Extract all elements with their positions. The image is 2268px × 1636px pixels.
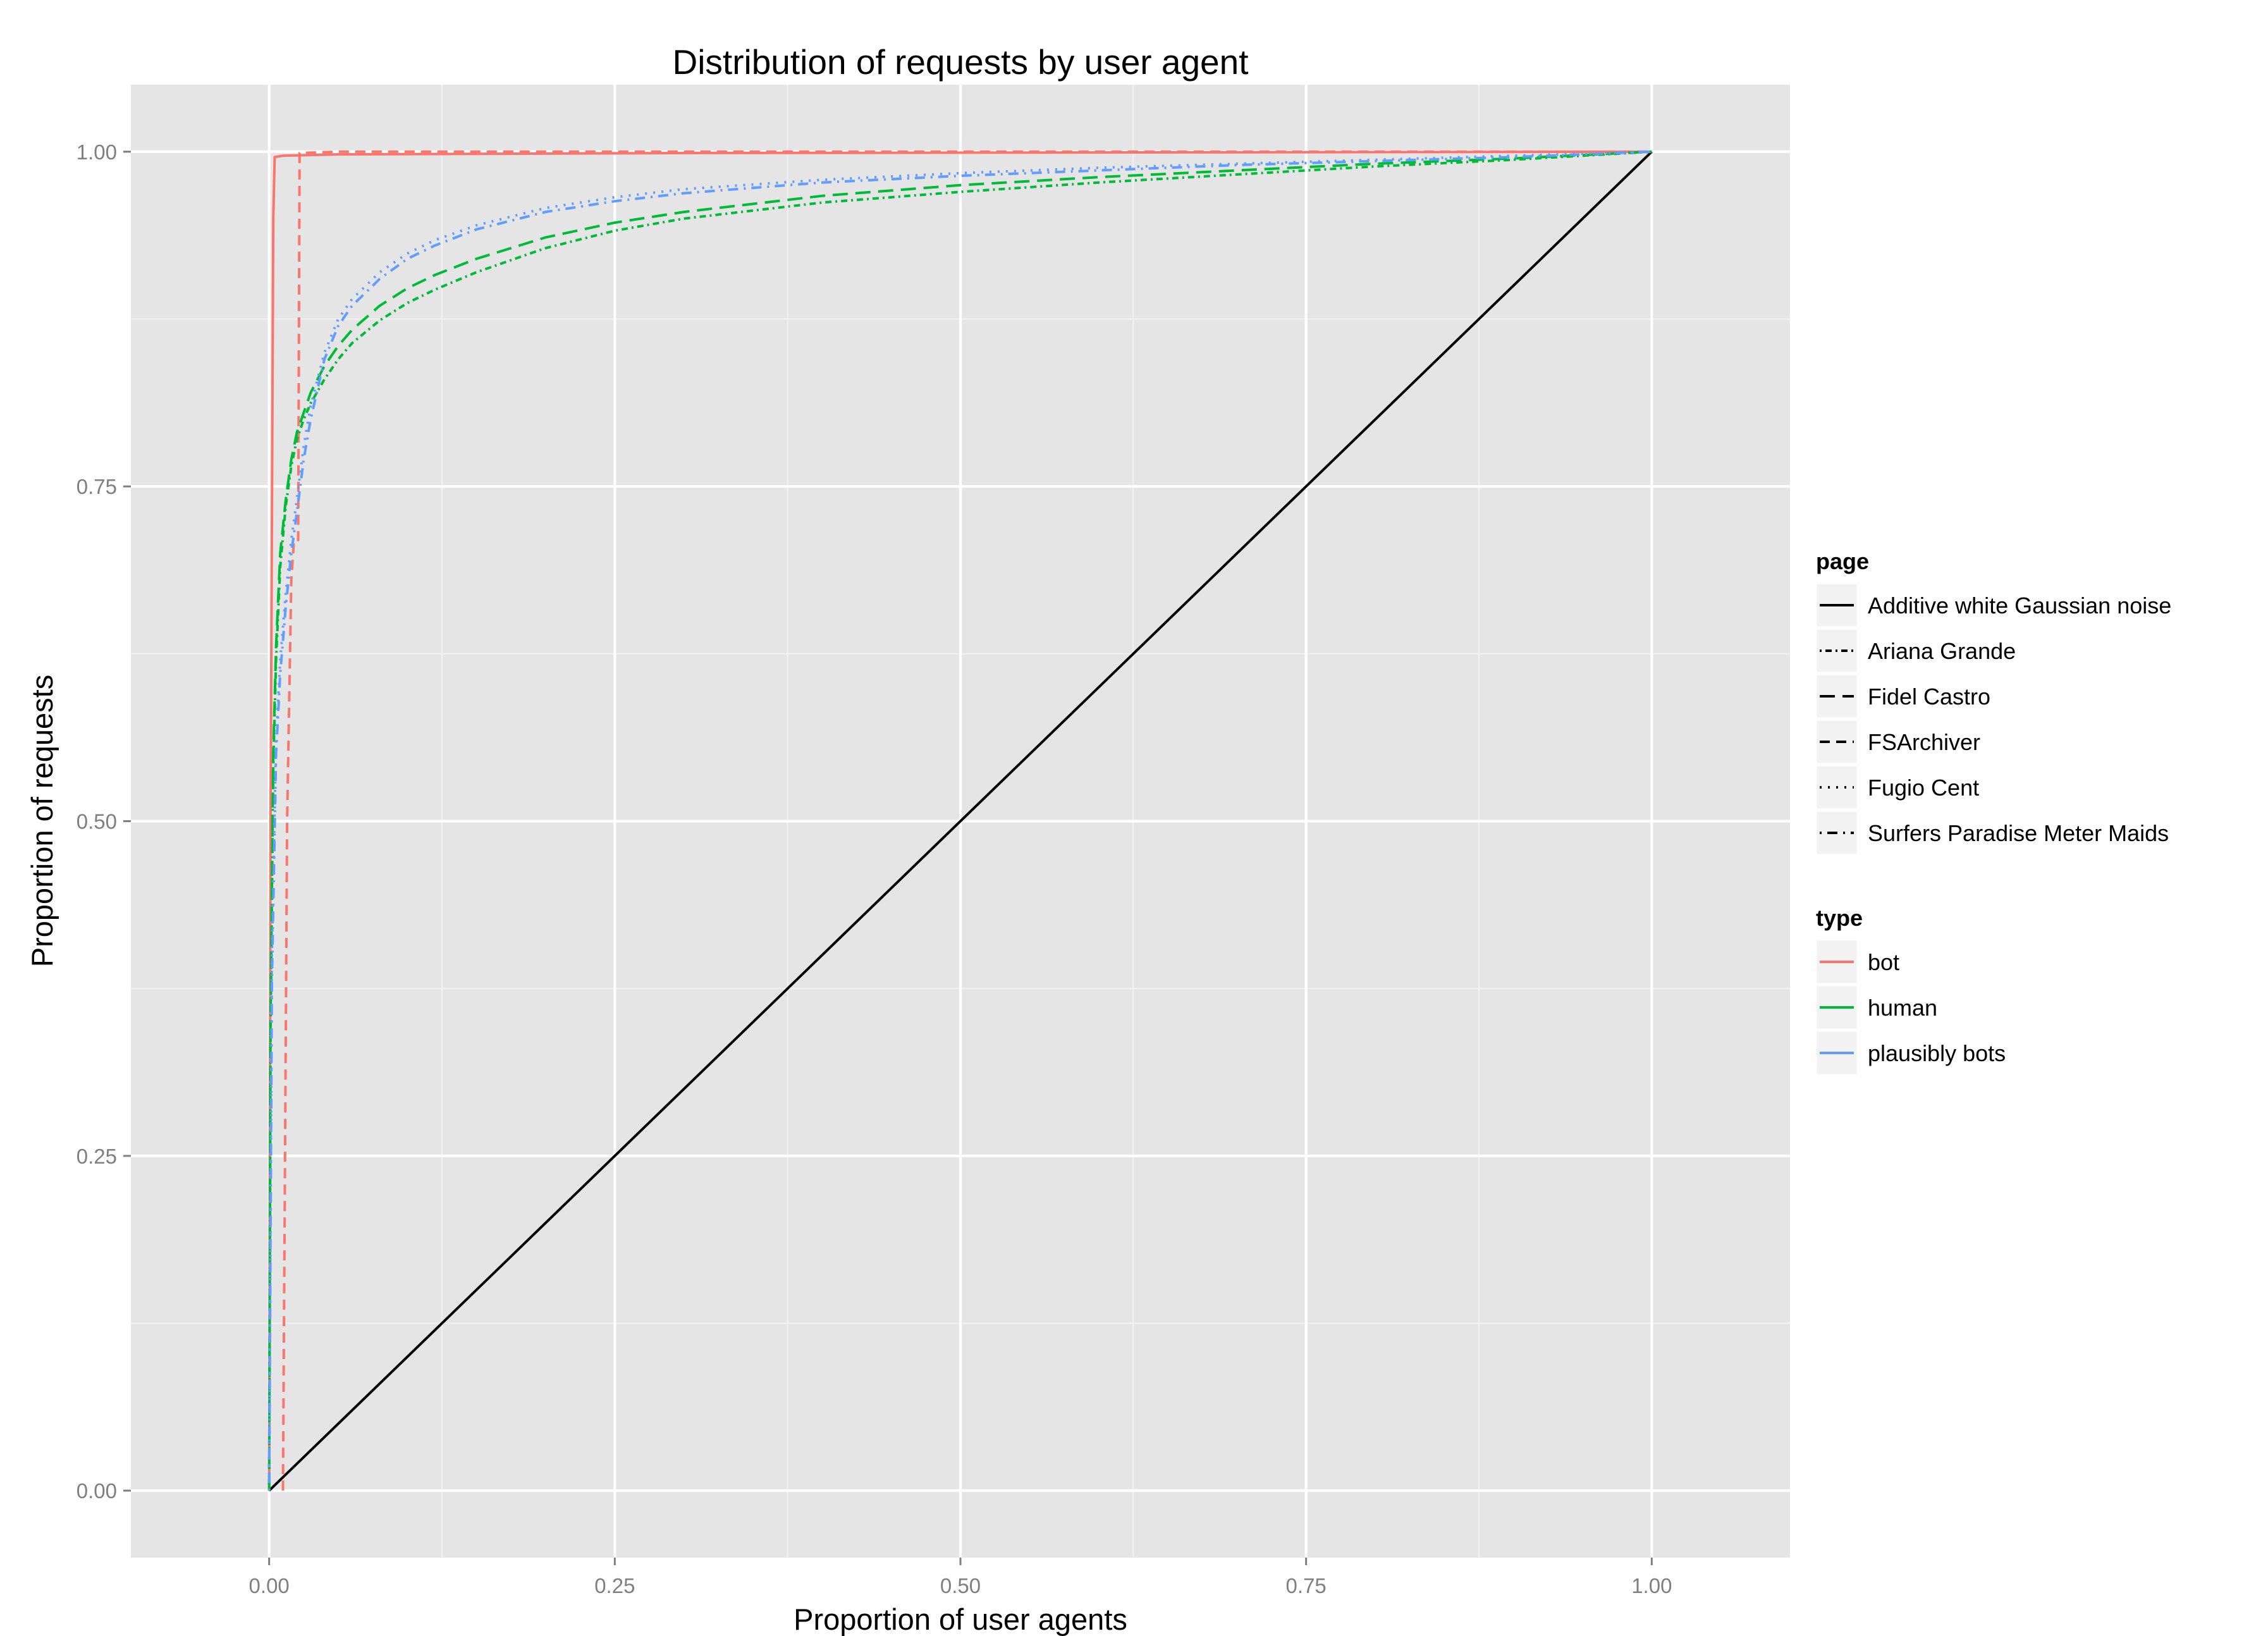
chart-title: Distribution of requests by user agent bbox=[672, 42, 1248, 82]
y-axis-title: Proportion of requests bbox=[25, 675, 59, 967]
y-tick-label: 0.75 bbox=[77, 475, 117, 498]
legend-label: human bbox=[1868, 995, 1937, 1021]
series-line-human-ariana-grande bbox=[267, 150, 1652, 1491]
legend-label: plausibly bots bbox=[1868, 1040, 2006, 1066]
y-tick-label: 0.00 bbox=[77, 1479, 117, 1503]
data-series bbox=[267, 150, 1653, 1492]
x-tick-label: 0.50 bbox=[940, 1574, 981, 1597]
x-axis-title: Proportion of user agents bbox=[794, 1602, 1127, 1636]
series-line-plausibly-bots-surfers-paradise-meter-maids bbox=[267, 150, 1652, 1491]
legend-label: Surfers Paradise Meter Maids bbox=[1868, 820, 2169, 846]
x-tick-label: 0.75 bbox=[1286, 1574, 1327, 1597]
legend-label: Ariana Grande bbox=[1868, 638, 2016, 664]
y-tick-label: 0.25 bbox=[77, 1145, 117, 1168]
series-line-bot-fidel-castro bbox=[267, 150, 1652, 1491]
legend: page Additive white Gaussian noise Ariana … bbox=[1815, 548, 2171, 1076]
legend-label: Additive white Gaussian noise bbox=[1868, 593, 2171, 618]
legend-label: bot bbox=[1868, 949, 1899, 975]
series-line-bot-fsarchiver bbox=[281, 150, 1652, 1491]
y-tick-label: 0.50 bbox=[77, 810, 117, 833]
y-tick-label: 1.00 bbox=[77, 140, 117, 164]
x-tick-label: 0.25 bbox=[594, 1574, 635, 1597]
x-tick-label: 0.00 bbox=[249, 1574, 290, 1597]
series-line-human-fidel-castro bbox=[267, 150, 1652, 1491]
x-tick-label: 1.00 bbox=[1631, 1574, 1672, 1597]
legend-label: Fidel Castro bbox=[1868, 684, 1990, 710]
legend-title-type: type bbox=[1816, 905, 1863, 931]
axis-ticks: 0.00 0.25 0.50 0.75 1.00 0.00 0.25 0.50 0.75 1.00 bbox=[77, 140, 1672, 1597]
legend-label: Fugio Cent bbox=[1868, 775, 1979, 801]
legend-label: FSArchiver bbox=[1868, 729, 1980, 755]
legend-title-page: page bbox=[1816, 548, 1869, 574]
series-line-bot-additive-white-gaussian-noise bbox=[268, 151, 1653, 1492]
